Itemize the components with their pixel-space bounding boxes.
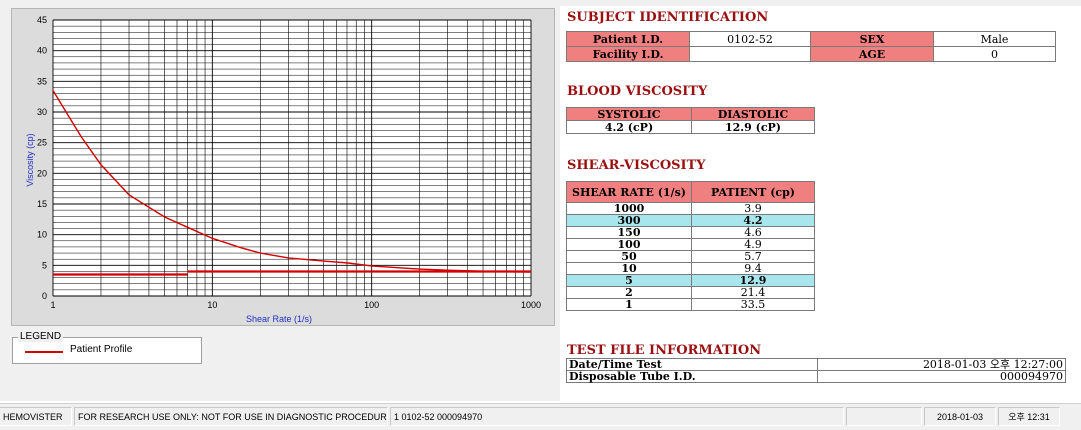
legend-label: Patient Profile: [70, 344, 133, 355]
shear-rate-cell: 50: [566, 250, 692, 263]
y-tick-label: 5: [42, 260, 47, 270]
legend-swatch: [25, 351, 63, 353]
shear-rate-cell: 100: [566, 238, 692, 251]
shear-rate-cell: 150: [566, 226, 692, 239]
shear-rate-cell: 5: [566, 274, 692, 287]
y-tick-label: 0: [42, 291, 47, 301]
blood-heading: BLOOD VISCOSITY: [567, 84, 708, 99]
y-tick-label: 25: [37, 138, 47, 148]
patient-id-value: 0102-52: [689, 31, 811, 47]
facility-id-label: Facility I.D.: [566, 46, 690, 62]
facility-id-value: [689, 46, 811, 62]
diastolic-label: DIASTOLIC: [691, 107, 815, 121]
y-tick-label: 20: [37, 168, 47, 178]
testfile-heading: TEST FILE INFORMATION: [567, 343, 762, 358]
y-tick-label: 30: [37, 107, 47, 117]
patient-value-cell: 12.9: [691, 274, 815, 287]
legend-title: LEGEND: [18, 331, 64, 342]
testfile-table: Date/Time Test 2018-01-03 오후 12:27:00 Di…: [566, 358, 1066, 383]
y-tick-label: 40: [37, 46, 47, 56]
patient-value-cell: 33.5: [691, 298, 815, 311]
viscosity-chart: 1 10 100 1000 0 5 10 15 20 25 30 35 40 45 Shear Rate…: [25, 15, 541, 324]
shear-rate-cell: 2: [566, 286, 692, 299]
blood-table: SYSTOLIC DIASTOLIC 4.2 (cP) 12.9 (cP): [566, 107, 815, 134]
age-value: 0: [933, 46, 1056, 62]
patient-id-label: Patient I.D.: [566, 31, 690, 47]
patient-value-cell: 4.9: [691, 238, 815, 251]
table-row: 5 12.9: [566, 274, 815, 287]
shear-rate-cell: 300: [566, 214, 692, 227]
top-strip: [0, 0, 1081, 6]
table-row: 2 21.4: [566, 286, 815, 299]
shear-rate-cell: 1: [566, 298, 692, 311]
tube-id-value: 000094970: [817, 370, 1066, 383]
tube-id-label: Disposable Tube I.D.: [566, 370, 818, 383]
patient-value-cell: 3.9: [691, 202, 815, 215]
patient-value-cell: 4.6: [691, 226, 815, 239]
x-axis-label: Shear Rate (1/s): [246, 314, 312, 324]
y-tick-label: 35: [37, 76, 47, 86]
x-tick-label: 100: [364, 300, 379, 310]
patient-value-cell: 9.4: [691, 262, 815, 275]
y-tick-label: 10: [37, 230, 47, 240]
status-date: 2018-01-03: [924, 407, 996, 426]
patient-value-cell: 4.2: [691, 214, 815, 227]
table-row: 150 4.6: [566, 226, 815, 239]
subject-table: Patient I.D. 0102-52 SEX Male Facility I…: [566, 31, 1056, 62]
table-row: 1000 3.9: [566, 202, 815, 215]
patient-cp-header: PATIENT (cp): [691, 181, 815, 203]
sex-value: Male: [933, 31, 1056, 47]
y-axis-label: Viscosity (cp): [25, 133, 35, 186]
systolic-value: 4.2 (cP): [566, 120, 692, 134]
patient-value-cell: 21.4: [691, 286, 815, 299]
status-bar: HEMOVISTER FOR RESEARCH USE ONLY: NOT FO…: [0, 403, 1081, 430]
series-line-patient-profile: [52, 90, 532, 273]
shear-rate-cell: 1000: [566, 202, 692, 215]
y-tick-label: 45: [37, 15, 47, 25]
table-row: 10 9.4: [566, 262, 815, 275]
datetime-label: Date/Time Test: [566, 358, 818, 371]
shear-heading: SHEAR-VISCOSITY: [567, 158, 706, 173]
x-tick-label: 1: [50, 300, 55, 310]
status-empty: [846, 407, 922, 426]
status-notice: FOR RESEARCH USE ONLY: NOT FOR USE IN DI…: [74, 407, 388, 426]
shear-table: SHEAR RATE (1/s) PATIENT (cp) 1000 3.9 3…: [566, 181, 815, 311]
status-time: 오후 12:31: [998, 407, 1060, 426]
subject-heading: SUBJECT IDENTIFICATION: [567, 10, 769, 25]
x-tick-label: 10: [207, 300, 217, 310]
sex-label: SEX: [810, 31, 934, 47]
diastolic-value: 12.9 (cP): [691, 120, 815, 134]
table-row: 100 4.9: [566, 238, 815, 251]
shear-rate-cell: 10: [566, 262, 692, 275]
table-row: 300 4.2: [566, 214, 815, 227]
table-row: 50 5.7: [566, 250, 815, 263]
plot-area: [53, 20, 531, 296]
status-app-name: HEMOVISTER: [0, 407, 72, 426]
shear-rate-header: SHEAR RATE (1/s): [566, 181, 692, 203]
datetime-value: 2018-01-03 오후 12:27:00: [817, 358, 1066, 371]
age-label: AGE: [810, 46, 934, 62]
patient-value-cell: 5.7: [691, 250, 815, 263]
status-record: 1 0102-52 000094970: [390, 407, 844, 426]
y-tick-label: 15: [37, 199, 47, 209]
table-row: 1 33.5: [566, 298, 815, 311]
x-tick-label: 1000: [521, 300, 541, 310]
systolic-label: SYSTOLIC: [566, 107, 692, 121]
